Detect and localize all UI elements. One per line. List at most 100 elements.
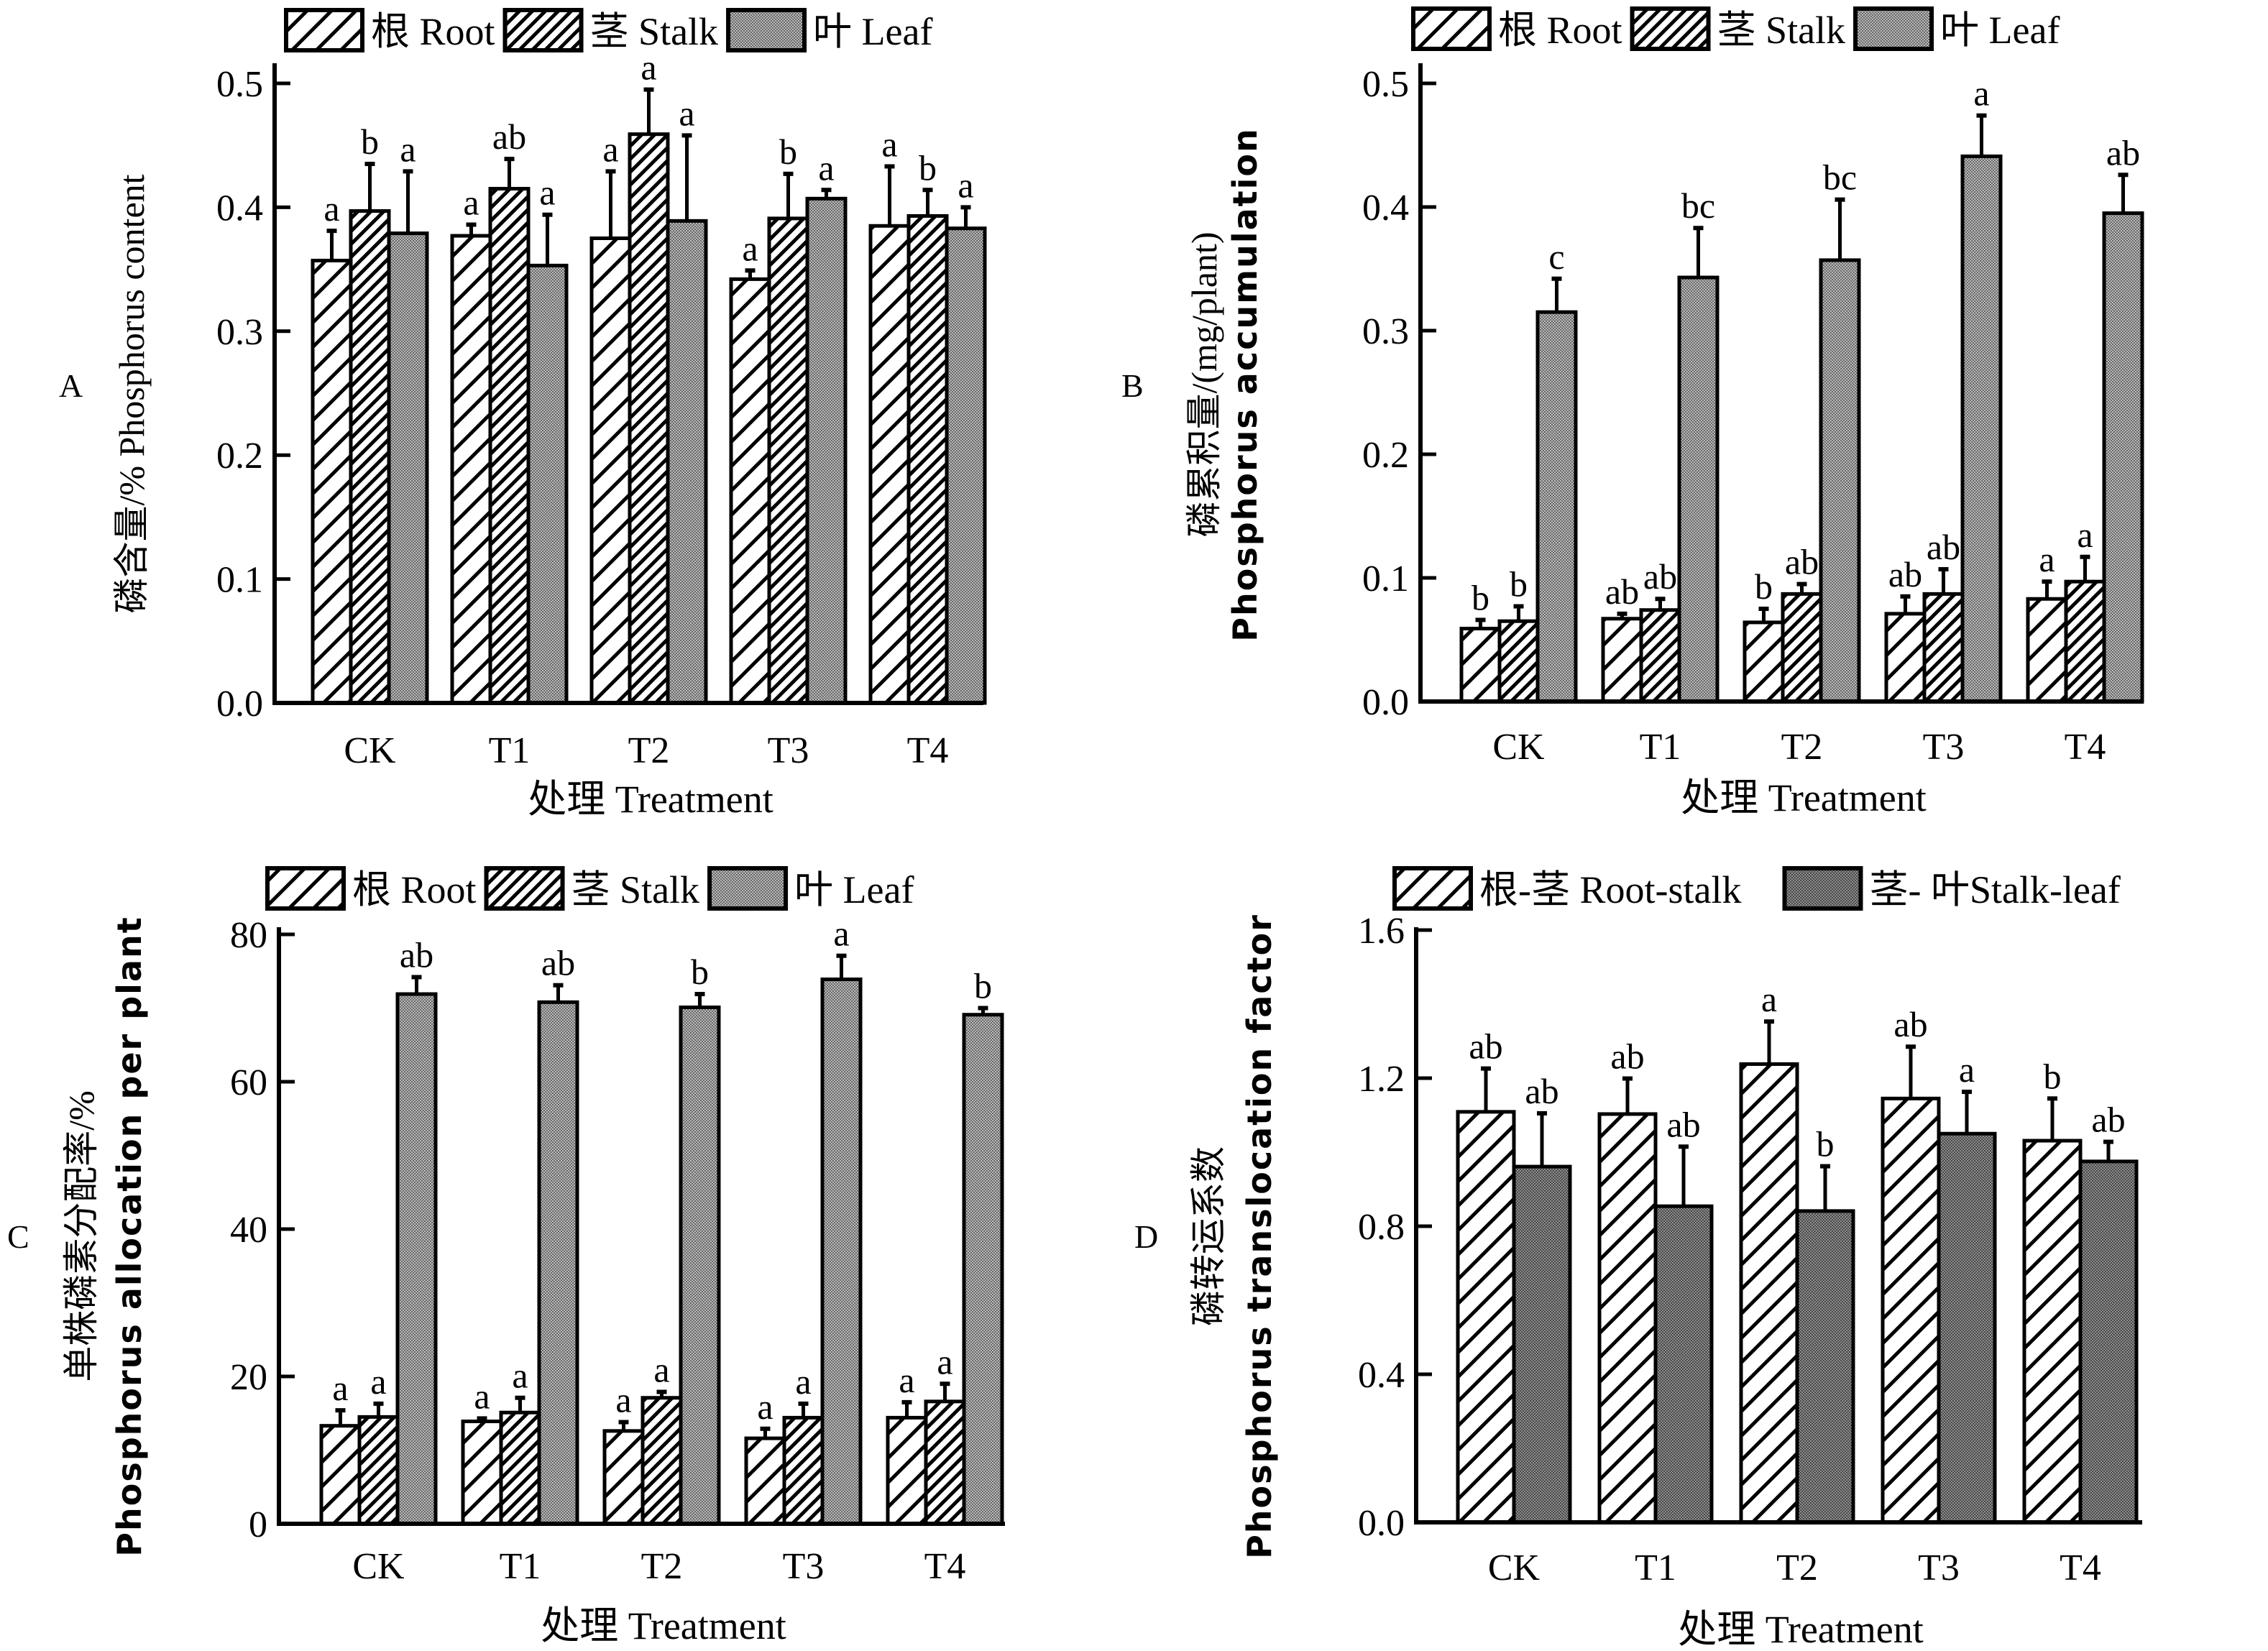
legend-swatch [484,866,565,911]
legend-label: 根 Root [371,10,495,53]
legend-item: 茎 Stalk [1630,6,1846,52]
significance-letter: a [463,183,479,223]
legend-item: 根 Root [265,866,477,911]
panel-letter: C [7,1218,29,1255]
significance-letter: b [779,132,797,172]
y-axis-title: Phosphorus accumulation [1226,127,1264,641]
bar-d-ck-s1 [1512,1164,1572,1524]
x-tick-label: T1 [1635,1547,1676,1588]
x-tick-label: T4 [2065,727,2106,768]
x-axis-title: 处理 Treatment [1678,1608,1923,1651]
legend-item: 根 Root [284,8,495,53]
bar-d-t3-s1 [1937,1131,1997,1524]
bar-d-ck-s0 [1456,1110,1516,1524]
significance-letter: ab [1888,554,1922,594]
y-tick-label: 0.3 [1362,311,1409,352]
significance-letter: ab [400,934,433,975]
legend-item: 茎 Stalk [484,866,699,911]
significance-letter: ab [1610,1036,1644,1077]
bar-d-t1-s0 [1597,1112,1658,1524]
legend-swatch [1782,866,1863,911]
y-tick-label: 1.2 [1358,1059,1405,1100]
legend-swatch [1853,6,1934,51]
significance-letter: a [332,1368,348,1408]
legend-swatch [726,8,807,52]
significance-letter: a [615,1380,631,1420]
significance-letter: b [1817,1124,1835,1164]
bar-a-t1-s1 [488,187,531,705]
y-tick-label: 20 [230,1357,267,1398]
bar-d-t4-s0 [2022,1139,2083,1524]
significance-letter: ab [1643,556,1677,597]
x-axis-title: 处理 Treatment [1681,776,1926,819]
significance-letter: a [539,173,555,213]
significance-letter: a [881,124,897,165]
significance-letter: b [1755,566,1773,607]
x-axis-title: 处理 Treatment [541,1604,786,1647]
x-tick-label: CK [1492,727,1545,768]
bar-b-t3-s1 [1922,592,1965,704]
legend: 根-茎 Root-stalk 茎- 叶Stalk-leaf [1392,866,2121,911]
x-tick-label: CK [352,1546,405,1587]
significance-letter: b [2044,1056,2062,1096]
legend-swatch [1411,6,1492,51]
significance-letter: a [2077,515,2093,555]
legend-label: 叶 Leaf [813,10,932,53]
significance-letter: b [1472,577,1489,617]
significance-letter: ab [1469,1026,1502,1067]
significance-letter: a [1761,979,1777,1019]
significance-letter: ab [1927,527,1960,567]
y-axis-title: Phosphorus allocation per plant [110,916,149,1556]
legend-label: 茎 Stalk [1717,9,1846,52]
bar-c-t4-s2 [962,1013,1004,1526]
y-axis-title: 磷含量/% Phosphorus content [111,174,152,613]
panel-letter: D [1134,1218,1158,1255]
significance-letter: bc [1681,185,1715,226]
y-tick-label: 0.0 [1362,682,1409,723]
y-tick-label: 0.3 [216,312,263,353]
legend-label: 茎 Stalk [590,10,719,53]
bar-b-t4-s2 [2102,211,2144,704]
bar-b-ck-s1 [1497,619,1540,704]
y-tick-label: 0 [249,1504,267,1545]
significance-letter: a [641,47,656,88]
legend-label: 叶 Leaf [794,868,914,911]
bar-b-t4-s0 [2026,597,2068,704]
legend-item: 根 Root [1411,6,1622,52]
x-tick-label: T3 [783,1546,825,1587]
bar-b-t3-s0 [1884,612,1927,704]
significance-letter: b [974,966,992,1006]
significance-letter: a [602,129,618,169]
x-axis-title: 处理 Treatment [528,778,773,821]
bar-a-t2-s1 [628,132,670,705]
y-tick-label: 0.8 [1358,1207,1405,1248]
bar-d-t3-s0 [1881,1096,1941,1524]
y-tick-label: 1.6 [1358,911,1405,952]
bar-a-t1-s0 [450,234,492,705]
x-tick-label: T4 [907,730,949,771]
bar-a-t3-s1 [767,216,809,705]
significance-letter: a [512,1356,528,1396]
bar-d-t2-s1 [1795,1209,1855,1524]
x-tick-label: T1 [500,1546,541,1587]
y-tick-label: 60 [230,1062,267,1103]
significance-letter: a [400,129,416,169]
bar-c-t4-s1 [924,1399,966,1526]
legend-swatch [284,8,364,52]
significance-letter: a [679,93,694,133]
bar-d-t2-s0 [1739,1062,1799,1524]
bar-a-t2-s0 [589,236,632,705]
panel-letter: A [59,367,83,404]
x-tick-label: T1 [1640,727,1681,768]
legend-label: 茎- 叶Stalk-leaf [1869,868,2120,911]
significance-letter: ab [1525,1071,1558,1111]
y-tick-label: 0.1 [1362,558,1409,599]
legend-item: 茎- 叶Stalk-leaf [1782,866,2121,911]
bar-a-t1-s2 [526,263,569,705]
legend-label: 根 Root [1498,9,1622,52]
bar-b-ck-s0 [1459,627,1502,704]
legend: 根 Root 茎 Stalk 叶 Leaf [284,8,932,53]
